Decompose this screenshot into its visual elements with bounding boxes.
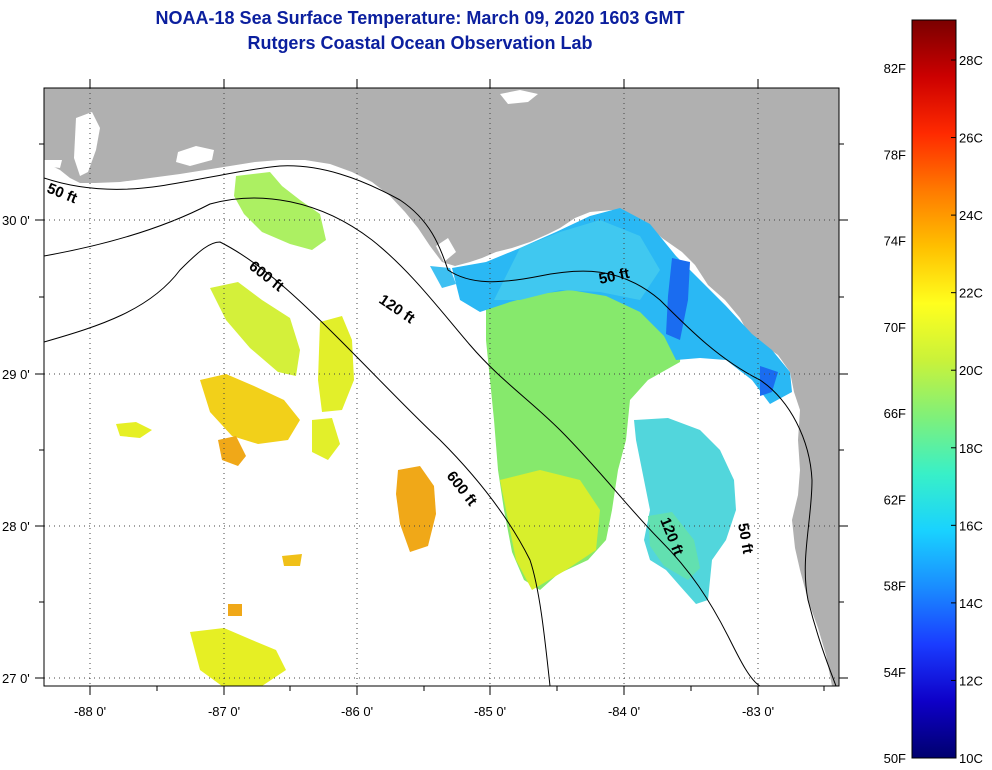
colorbar-f-label: 70F (884, 320, 906, 335)
colorbar-c-label: 14C (959, 596, 983, 611)
lat-label: 30 0' (2, 213, 30, 228)
colorbar-c-label: 26C (959, 131, 983, 146)
lon-label: -85 0' (474, 704, 506, 719)
depth-contours (44, 165, 837, 686)
colorbar-c-label: 28C (959, 53, 983, 68)
colorbar-f-label: 82F (884, 61, 906, 76)
apalachicola-bay (436, 238, 456, 262)
colorbar-c-label: 18C (959, 441, 983, 456)
colorbar-gradient (911, 19, 957, 759)
lat-label: 27 0' (2, 671, 30, 686)
map-subtitle: Rutgers Coastal Ocean Observation Lab (247, 33, 593, 53)
lake-patch (500, 90, 538, 104)
colorbar-f-label: 66F (884, 406, 906, 421)
latitude-labels: 30 0' 29 0' 28 0' 27 0' (2, 213, 30, 686)
lon-label: -86 0' (341, 704, 373, 719)
lon-label: -87 0' (208, 704, 240, 719)
lon-label: -84 0' (608, 704, 640, 719)
mobile-bay (74, 112, 100, 176)
contour-600ft (44, 241, 551, 686)
map-title: NOAA-18 Sea Surface Temperature: March 0… (155, 8, 685, 28)
longitude-labels: -88 0' -87 0' -86 0' -85 0' -84 0' -83 0… (74, 704, 774, 719)
colorbar-c-label: 16C (959, 518, 983, 533)
contour-label-50ft-south: 50 ft (734, 522, 756, 555)
contour-50ft (44, 165, 837, 686)
lon-label: -88 0' (74, 704, 106, 719)
contour-120ft (44, 197, 761, 686)
colorbar-c-label: 10C (959, 751, 983, 766)
lat-label: 29 0' (2, 367, 30, 382)
colorbar-f-label: 74F (884, 234, 906, 249)
pensacola-bay (176, 146, 214, 166)
colorbar-c-label: 12C (959, 673, 983, 688)
colorbar-f-label: 54F (884, 665, 906, 680)
colorbar: 82F 78F 74F 70F 66F 62F 58F 54F 50F 28C 26C 24C 22C… (884, 19, 983, 766)
map-frame (43, 87, 840, 687)
colorbar-f-label: 50F (884, 751, 906, 766)
lon-label: -83 0' (742, 704, 774, 719)
colorbar-c-label: 20C (959, 363, 983, 378)
axis-ticks (35, 79, 848, 695)
lat-label: 28 0' (2, 519, 30, 534)
contour-label-50ft-bigbend: 50 ft (597, 265, 631, 288)
colorbar-c-label: 24C (959, 208, 983, 223)
coastal-lagoon (44, 160, 62, 168)
land-mass (44, 88, 839, 686)
colorbar-f-label: 58F (884, 579, 906, 594)
sst-data-layer (116, 172, 792, 686)
colorbar-f-label: 78F (884, 147, 906, 162)
colorbar-f-label: 62F (884, 492, 906, 507)
colorbar-c-label: 22C (959, 286, 983, 301)
